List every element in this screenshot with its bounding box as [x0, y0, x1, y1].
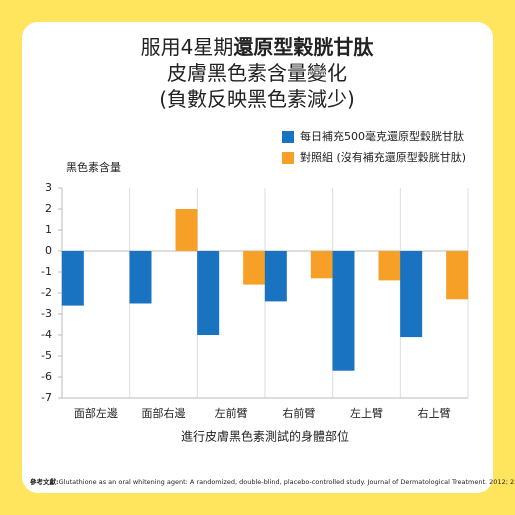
reference: 參考文獻:Glutathione as an oral whitening ag…: [30, 477, 515, 486]
legend-label: 每日補充500毫克還原型穀胱甘肽: [300, 129, 464, 143]
bar: [332, 251, 355, 371]
chart-title: (負數反映黑色素減少): [159, 87, 355, 111]
legend-swatch: [282, 152, 294, 164]
title-part: 服用4星期: [141, 35, 234, 59]
y-tick-label: 0: [45, 244, 52, 257]
reference-label: 參考文獻:: [30, 477, 59, 486]
y-tick-label: -2: [41, 286, 52, 299]
bar: [243, 251, 266, 285]
bar: [264, 251, 287, 302]
y-tick-label: -7: [41, 391, 52, 404]
legend-swatch: [282, 131, 294, 143]
x-tick-label: 面部右邊: [142, 406, 186, 420]
y-axis-label: 黑色素含量: [66, 160, 121, 174]
y-tick-label: -5: [41, 349, 52, 362]
x-tick-label: 右前臂: [282, 406, 315, 420]
bar: [197, 251, 220, 335]
chart-title: 服用4星期還原型穀胱甘肽: [141, 35, 375, 59]
legend-label: 對照組 (沒有補充還原型穀胱甘肽): [300, 150, 466, 164]
reference-text: Glutathione as an oral whitening agent: …: [59, 478, 515, 486]
chart-title: 皮膚黑色素含量變化: [167, 61, 347, 85]
y-tick-label: 2: [45, 202, 52, 215]
x-tick-label: 右上臂: [418, 406, 451, 420]
x-axis-label: 進行皮膚黑色素測試的身體部位: [181, 429, 349, 444]
y-tick-label: -6: [41, 370, 52, 383]
y-tick-label: 3: [45, 181, 52, 194]
title-part: (負數反映黑色素減少): [159, 87, 355, 111]
title-part: 皮膚黑色素含量變化: [167, 61, 347, 85]
x-tick-label: 左上臂: [350, 407, 383, 420]
bar: [400, 251, 423, 338]
bar: [310, 251, 333, 279]
y-tick-label: 1: [45, 223, 52, 236]
y-tick-label: -3: [41, 307, 52, 320]
y-tick-label: -4: [41, 328, 52, 341]
bar: [61, 251, 84, 306]
x-tick-label: 面部左邊: [74, 406, 118, 420]
title-part: 還原型穀胱甘肽: [233, 35, 374, 59]
y-tick-label: -1: [41, 265, 52, 278]
bar: [129, 251, 152, 304]
x-tick-label: 左前臂: [215, 406, 248, 420]
bar: [446, 251, 469, 300]
bar: [378, 251, 401, 281]
bar: [175, 209, 198, 251]
